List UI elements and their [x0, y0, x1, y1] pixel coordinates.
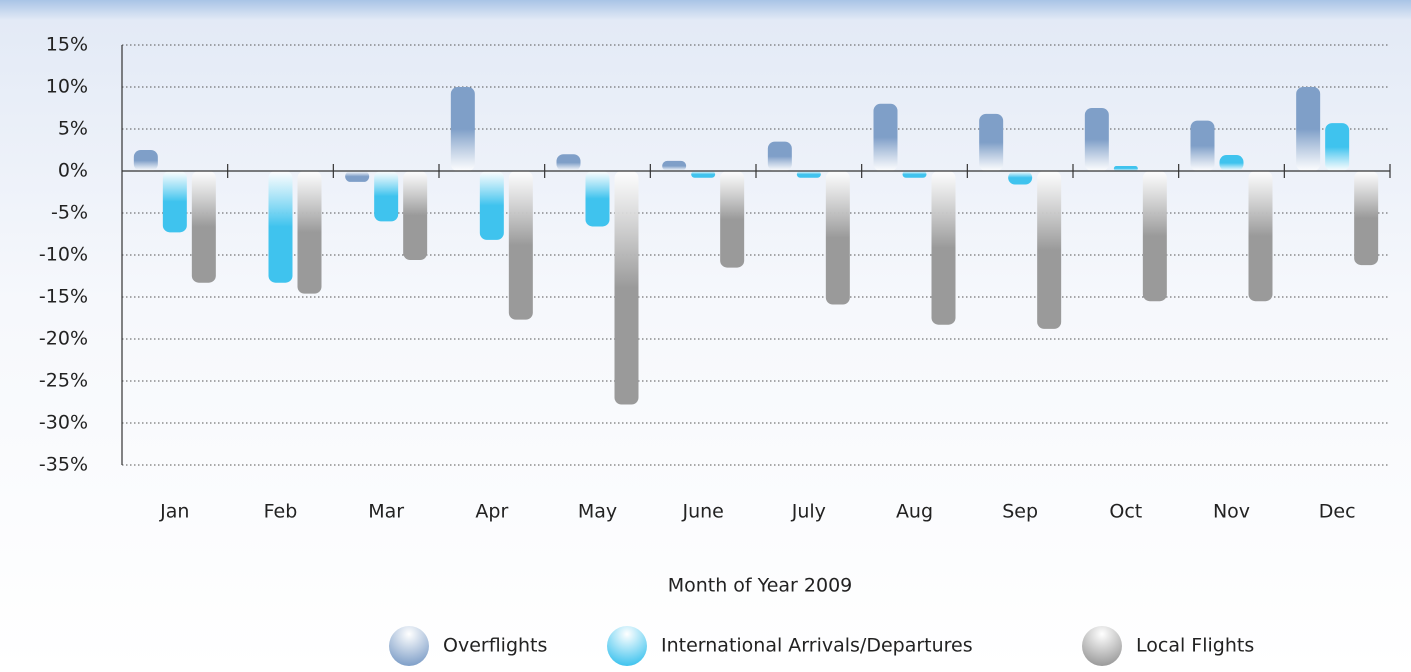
y-tick-label: -15% [39, 286, 88, 308]
bar [297, 171, 322, 294]
y-tick-label: 5% [58, 118, 88, 140]
bar [268, 171, 293, 283]
y-tick-label: 15% [46, 34, 88, 56]
legend-label: Overflights [443, 635, 547, 657]
bar [1325, 123, 1350, 171]
bar [374, 171, 399, 222]
legend-swatch [1082, 626, 1122, 666]
bar [1142, 171, 1167, 302]
bar [162, 171, 187, 233]
x-tick-label: Aug [896, 501, 933, 523]
bar [1084, 108, 1109, 171]
bar [1219, 155, 1244, 171]
bar [345, 171, 370, 182]
bar [191, 171, 216, 283]
bar [614, 171, 639, 405]
x-tick-label: Jan [159, 501, 189, 523]
bar [902, 171, 927, 178]
x-tick-label: Sep [1002, 501, 1038, 523]
legend-label: Local Flights [1136, 635, 1254, 657]
bar [767, 141, 792, 171]
x-tick-label: Feb [264, 501, 298, 523]
bar [450, 87, 475, 171]
x-tick-label: July [791, 501, 826, 523]
y-tick-label: -35% [39, 454, 88, 476]
bar [979, 113, 1004, 171]
y-tick-label: -30% [39, 412, 88, 434]
bar [1354, 171, 1379, 266]
bar [403, 171, 428, 261]
legend-label: International Arrivals/Departures [661, 635, 973, 657]
bar [796, 171, 821, 178]
bar [825, 171, 850, 305]
bar [873, 103, 898, 171]
bar [133, 150, 158, 171]
y-tick-label: -5% [51, 202, 88, 224]
bar [691, 171, 716, 178]
bar [479, 171, 504, 240]
bar [1037, 171, 1062, 329]
bar [1008, 171, 1033, 185]
bar [1113, 165, 1138, 171]
x-tick-label: Nov [1213, 501, 1250, 523]
bar [585, 171, 610, 227]
bar [662, 160, 687, 171]
bar [931, 171, 956, 325]
x-tick-label: May [578, 501, 617, 523]
bar [1296, 87, 1321, 171]
y-tick-label: -20% [39, 328, 88, 350]
legend-swatch [389, 626, 429, 666]
bar [556, 154, 581, 171]
x-tick-label: June [681, 501, 723, 523]
y-tick-label: -10% [39, 244, 88, 266]
legend-swatch [607, 626, 647, 666]
x-tick-label: Oct [1109, 501, 1142, 523]
bar [1248, 171, 1273, 302]
x-tick-label: Apr [475, 501, 508, 523]
x-axis-label: Month of Year 2009 [668, 575, 853, 597]
bar [508, 171, 533, 320]
x-tick-label: Mar [368, 501, 404, 523]
y-tick-label: 0% [58, 160, 88, 182]
bar [720, 171, 745, 268]
x-tick-label: Dec [1319, 501, 1356, 523]
y-tick-label: 10% [46, 76, 88, 98]
y-tick-label: -25% [39, 370, 88, 392]
bar [1190, 120, 1215, 171]
